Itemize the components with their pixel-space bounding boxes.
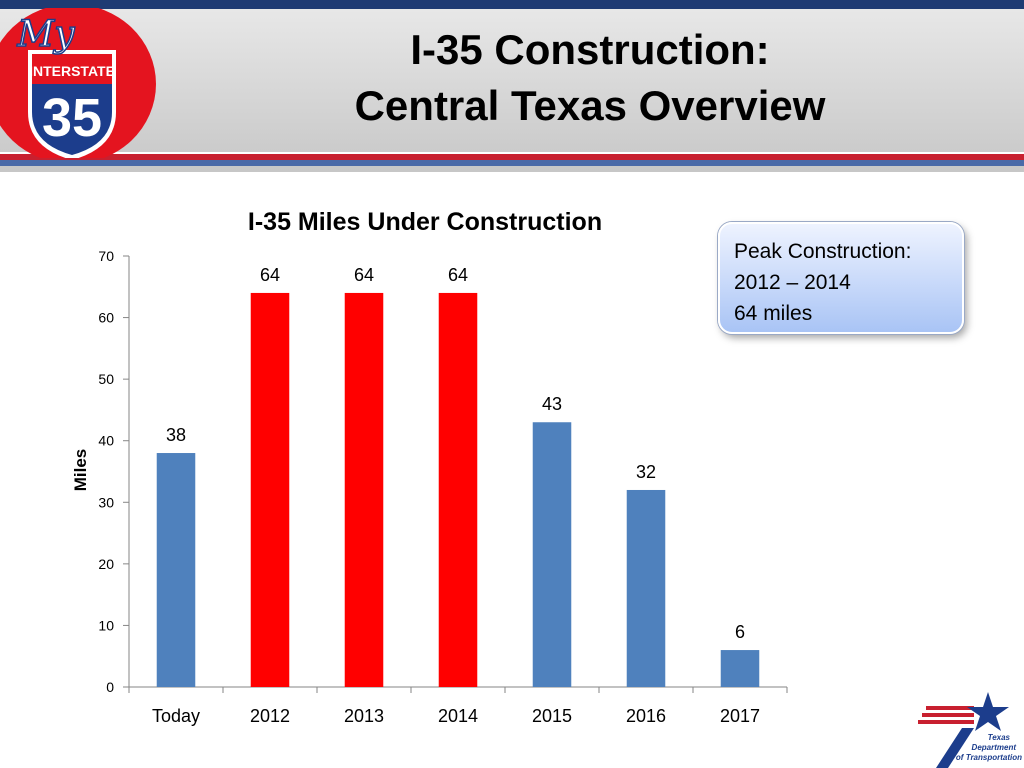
my-interstate-35-logo: INTERSTATE 35 My (0, 8, 156, 158)
bar-today (156, 453, 196, 687)
page-title-line2: Central Texas Overview (354, 82, 826, 129)
data-label: 6 (735, 622, 745, 642)
callout-line1: Peak Construction: (734, 240, 912, 263)
logo-number-text: 35 (42, 88, 102, 148)
data-label: 32 (636, 462, 656, 482)
y-tick-label: 10 (98, 617, 114, 633)
bar-2013 (344, 292, 384, 687)
header-top-rule (0, 0, 1024, 9)
x-tick-label: 2014 (438, 706, 478, 726)
x-tick-label: 2017 (720, 706, 760, 726)
header-rule-blue (0, 160, 1024, 166)
callout-line2: 2012 – 2014 (734, 271, 851, 294)
page-title: I-35 Construction: Central Texas Overvie… (250, 22, 930, 134)
x-tick-label: Today (152, 706, 200, 726)
x-tick-label: 2016 (626, 706, 666, 726)
txdot-line2: Department (972, 743, 1017, 752)
header-band (0, 0, 1024, 172)
y-tick-label: 50 (98, 371, 114, 387)
data-label: 64 (354, 265, 374, 285)
bar-2014 (438, 292, 478, 687)
page-title-line1: I-35 Construction: (410, 26, 770, 73)
y-tick-label: 40 (98, 433, 114, 449)
bar-2015 (532, 422, 572, 687)
bar-2012 (250, 292, 290, 687)
chart-title: I-35 Miles Under Construction (248, 208, 602, 236)
header-rule-white (0, 152, 1024, 154)
x-tick-label: 2013 (344, 706, 384, 726)
y-axis-label: Miles (71, 449, 90, 492)
y-tick-label: 30 (98, 494, 114, 510)
header-rule-red (0, 154, 1024, 160)
y-tick-label: 70 (98, 248, 114, 264)
logo-interstate-text: INTERSTATE (29, 63, 115, 79)
bar-2017 (720, 650, 760, 687)
bar-2016 (626, 489, 666, 687)
txdot-line1: Texas (988, 733, 1011, 742)
data-label: 64 (448, 265, 468, 285)
y-tick-label: 60 (98, 310, 114, 326)
logo-my-text: My (16, 14, 75, 55)
data-label: 64 (260, 265, 280, 285)
x-tick-label: 2012 (250, 706, 290, 726)
bar-chart: I-35 Miles Under Construction Miles 0 10 2… (71, 208, 788, 726)
txdot-logo: Texas Department of Transportation (918, 692, 1022, 768)
x-tick-label: 2015 (532, 706, 572, 726)
y-tick-label: 20 (98, 556, 114, 572)
data-label: 38 (166, 425, 186, 445)
data-label: 43 (542, 394, 562, 414)
txdot-line3: of Transportation (956, 753, 1022, 762)
callout-line3: 64 miles (734, 302, 813, 325)
y-tick-label: 0 (106, 679, 114, 695)
peak-construction-callout: Peak Construction: 2012 – 2014 64 miles (718, 222, 964, 334)
